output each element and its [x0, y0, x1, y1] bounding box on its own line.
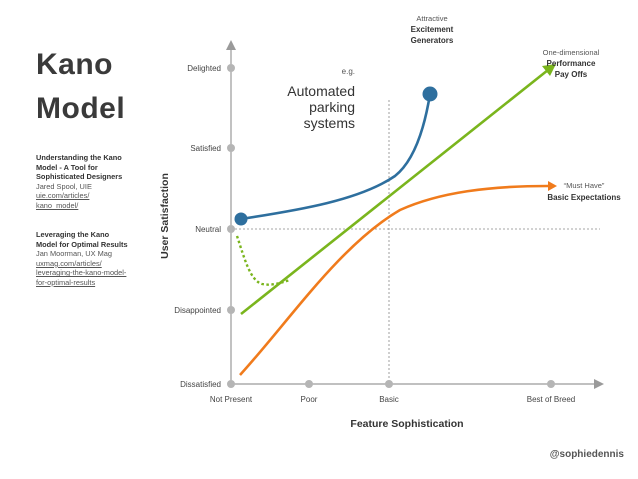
- example-line-1: Automated: [287, 83, 355, 99]
- x-tick-label-not-present: Not Present: [210, 395, 253, 404]
- y-axis-title: User Satisfaction: [159, 173, 171, 259]
- performance-label-line-2: Performance: [547, 59, 596, 68]
- reference-2-title-1: Leveraging the Kano: [36, 230, 110, 239]
- example-eg-label: e.g.: [342, 67, 355, 76]
- reference-2-author: Jan Moorman, UX Mag: [36, 249, 112, 259]
- y-axis-arrow-icon: [226, 40, 236, 50]
- performance-label-line-3: Pay Offs: [555, 70, 588, 79]
- attractive-end-dot: [422, 86, 438, 102]
- attractive-label-line-2: Excitement: [411, 25, 454, 34]
- neutral-dip-dotted-curve: [235, 235, 291, 286]
- reference-1-link-1[interactable]: uie.com/articles/: [36, 191, 90, 201]
- title-line-1: Kano: [36, 48, 113, 81]
- y-tick-label-disappointed: Disappointed: [174, 306, 221, 315]
- performance-arrow-icon: [542, 64, 556, 76]
- performance-line: [240, 68, 549, 316]
- example-line-2: parking: [309, 99, 355, 115]
- reference-1-title-1: Understanding the Kano: [36, 153, 122, 162]
- y-tick-dot-dissatisfied: [227, 380, 235, 388]
- y-tick-dot-satisfied: [227, 144, 235, 152]
- x-tick-dot-poor: [305, 380, 313, 388]
- y-tick-label-dissatisfied: Dissatisfied: [180, 380, 221, 389]
- must-have-label-line-1: “Must Have”: [564, 181, 605, 190]
- x-tick-label-poor: Poor: [301, 395, 318, 404]
- attractive-label-line-3: Generators: [411, 36, 454, 45]
- attractive-start-dot: [234, 212, 248, 226]
- x-axis-title: Feature Sophistication: [350, 418, 463, 430]
- y-tick-dot-disappointed: [227, 306, 235, 314]
- must-have-arrow-icon: [548, 181, 557, 191]
- x-tick-label-basic: Basic: [379, 395, 399, 404]
- must-have-curve: [239, 184, 549, 376]
- x-tick-dot-basic: [385, 380, 393, 388]
- y-tick-label-delighted: Delighted: [187, 64, 221, 73]
- x-axis-arrow-icon: [594, 379, 604, 389]
- reference-1: Understanding the Kano Model - A Tool fo…: [36, 153, 154, 211]
- attractive-curve: [240, 93, 432, 221]
- must-have-label-line-2: Basic Expectations: [547, 193, 621, 202]
- reference-2-title-2: Model for Optimal Results: [36, 239, 128, 249]
- performance-label-line-1: One-dimensional: [543, 48, 600, 57]
- reference-1-title-2: Model - A Tool for: [36, 162, 98, 172]
- reference-1-title-3: Sophisticated Designers: [36, 172, 123, 182]
- attractive-label-line-1: Attractive: [416, 14, 447, 23]
- title-line-2: Model: [36, 92, 126, 125]
- reference-2-link-3[interactable]: for-optimal-results: [36, 277, 96, 287]
- y-tick-label-neutral: Neutral: [195, 225, 221, 234]
- reference-1-link-2[interactable]: kano_model/: [36, 200, 79, 210]
- reference-1-author: Jared Spool, UIE: [36, 181, 92, 191]
- x-tick-label-best-of-breed: Best of Breed: [527, 395, 575, 404]
- y-tick-dot-delighted: [227, 64, 235, 72]
- x-tick-dot-best-of-breed: [547, 380, 555, 388]
- reference-2-link-2[interactable]: leveraging-the-kano-model-: [36, 268, 127, 278]
- reference-2: Leveraging the Kano Model for Optimal Re…: [36, 230, 154, 288]
- y-tick-label-satisfied: Satisfied: [190, 144, 221, 153]
- credit-handle: @sophiedennis: [550, 449, 625, 460]
- reference-2-link-1[interactable]: uxmag.com/articles/: [36, 258, 102, 268]
- y-tick-dot-neutral: [227, 225, 235, 233]
- example-line-3: systems: [304, 115, 355, 131]
